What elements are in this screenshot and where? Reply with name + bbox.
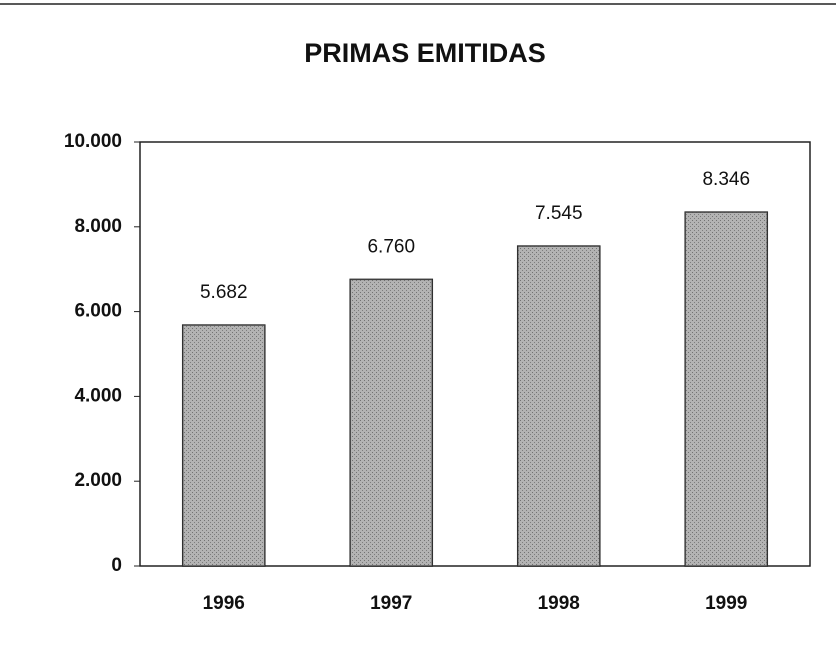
- y-tick-label: 2.000: [74, 470, 122, 491]
- x-tick-label: 1999: [705, 593, 747, 614]
- x-tick-label: 1997: [370, 593, 412, 614]
- bar-tint: [350, 279, 433, 566]
- data-label: 7.545: [535, 203, 583, 224]
- bar: [516, 245, 601, 567]
- bar-tint: [182, 325, 265, 566]
- data-label: 6.760: [367, 236, 415, 257]
- y-tick-label: 4.000: [74, 385, 122, 406]
- y-tick-label: 6.000: [74, 301, 122, 322]
- bar-tint: [517, 246, 600, 567]
- data-label: 8.346: [702, 169, 750, 190]
- bar: [684, 211, 769, 567]
- bar-tint: [685, 212, 768, 567]
- bar: [181, 324, 266, 567]
- x-tick-label: 1996: [203, 593, 245, 614]
- y-tick-label: 0: [111, 555, 122, 576]
- plot-frame: [139, 141, 811, 567]
- chart-title: PRIMAS EMITIDAS: [304, 38, 546, 68]
- y-tick-label: 10.000: [64, 131, 122, 152]
- bar: [349, 278, 434, 567]
- y-tick-label: 8.000: [74, 216, 122, 237]
- x-tick-label: 1998: [538, 593, 580, 614]
- data-label: 5.682: [200, 282, 248, 303]
